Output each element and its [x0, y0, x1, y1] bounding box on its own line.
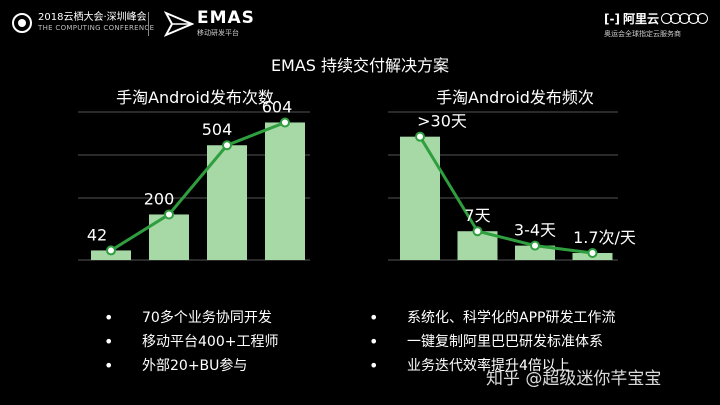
slide-title: EMAS 持续交付解决方案 — [270, 56, 450, 75]
data-label: 200 — [144, 189, 175, 208]
header-bar: 2018云栖大会·深圳峰会 THE COMPUTING CONFERENCE E… — [0, 0, 720, 46]
trend-line — [110, 121, 286, 252]
data-label: 604 — [262, 97, 293, 116]
trend-point — [106, 245, 116, 256]
data-label: >30天 — [417, 112, 467, 131]
event-name: 2018云栖大会·深圳峰会 — [38, 12, 147, 23]
trend-point — [415, 131, 425, 142]
trend-point — [530, 240, 540, 251]
emas-name: EMAS — [197, 8, 255, 28]
header-divider — [148, 12, 149, 36]
data-label: 3-4天 — [514, 221, 556, 240]
bullet-item: 移动平台400+工程师 — [104, 330, 278, 354]
aliyun-name: 阿里云 — [622, 12, 659, 26]
olympic-rings-icon — [661, 13, 708, 24]
bullet-item: 70多个业务协同开发 — [104, 306, 278, 330]
data-label: 1.7次/天 — [573, 228, 636, 247]
emas-subtitle: 移动研发平台 — [197, 29, 239, 37]
emas-brand: EMAS 移动研发平台 — [164, 9, 255, 39]
bullet-item: 业务迭代效率提升4倍以上 — [369, 354, 615, 378]
bullet-list-right: 系统化、科学化的APP研发工作流 一键复制阿里巴巴研发标准体系 业务迭代效率提升… — [369, 306, 615, 378]
conference-logo-icon — [12, 13, 32, 33]
data-label: 7天 — [464, 206, 490, 225]
trend-line — [418, 135, 593, 255]
trend-point — [280, 117, 290, 128]
data-label: 504 — [202, 120, 233, 139]
watermark-text: 知乎 @超级迷你芊宝宝 — [486, 369, 662, 389]
chart-bar — [265, 122, 305, 260]
conference-brand: 2018云栖大会·深圳峰会 THE COMPUTING CONFERENCE — [12, 12, 154, 34]
trend-point — [472, 226, 483, 237]
bullet-list-left: 70多个业务协同开发 移动平台400+工程师 外部20+BU参与 — [104, 306, 278, 378]
chart-bar — [149, 214, 189, 260]
trend-point — [222, 140, 232, 151]
bullet-item: 外部20+BU参与 — [104, 354, 278, 378]
bullet-item: 系统化、科学化的APP研发工作流 — [369, 306, 615, 330]
emas-logo-icon — [164, 11, 194, 37]
trend-point — [587, 248, 598, 259]
chart-bar — [207, 145, 247, 260]
aliyun-brand: [-] 阿里云 奥运会全球指定云服务商 — [604, 10, 708, 39]
chart-bar — [515, 245, 555, 260]
data-label: 42 — [87, 225, 107, 244]
bullet-item: 一键复制阿里巴巴研发标准体系 — [369, 330, 615, 354]
aliyun-logo-icon: [-] — [604, 11, 620, 26]
event-subtitle: THE COMPUTING CONFERENCE — [38, 24, 155, 32]
trend-point — [164, 209, 174, 220]
aliyun-tagline: 奥运会全球指定云服务商 — [604, 30, 682, 38]
chart-left-title: 手淘Android发布次数 — [116, 88, 274, 107]
chart-bar — [400, 136, 440, 260]
chart-right-title: 手淘Android发布频次 — [436, 88, 594, 107]
